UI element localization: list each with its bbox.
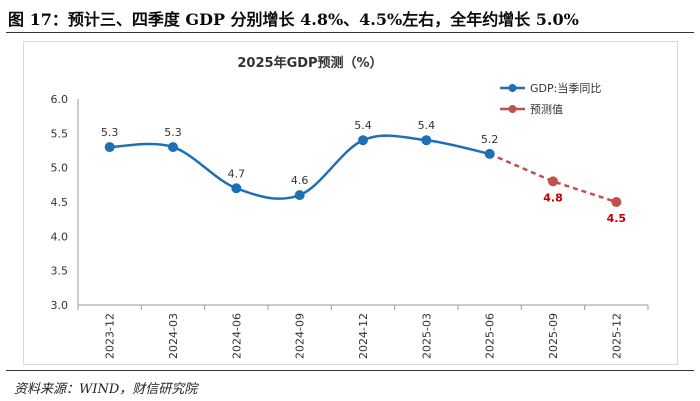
chart-frame [23,41,678,365]
y-axis-ticks: 6.0 5.5 5.0 4.5 4.0 3.5 3.0 [51,93,69,312]
actual-point [358,135,368,146]
y-tick-label: 3.5 [51,265,69,278]
actual-data-label: 4.6 [291,174,309,187]
forecast-data-label: 4.5 [607,212,627,225]
y-tick-label: 5.5 [51,127,69,140]
actual-data-label: 5.3 [101,126,119,139]
legend-swatch-marker [508,105,517,113]
actual-point [168,142,178,153]
actual-point [484,148,495,159]
legend-label: GDP:当季同比 [530,81,601,95]
x-tick-label: 2025-12 [610,313,623,359]
source-divider [6,370,694,371]
x-axis-ticks: 2023-12 2024-03 2024-06 2024-09 2024-12 2025-… [77,305,649,359]
x-tick-label: 2023-12 [104,313,117,359]
series-points [104,135,622,207]
actual-data-label: 5.3 [164,126,182,139]
x-tick-label: 2025-06 [484,313,497,359]
y-tick-label: 6.0 [51,93,69,106]
actual-point [104,142,115,153]
x-tick-label: 2024-09 [294,313,307,359]
x-tick-label: 2025-03 [420,313,433,359]
x-tick-label: 2024-12 [357,313,370,359]
y-tick-label: 5.0 [51,162,69,175]
legend-swatch-marker [508,84,517,92]
series-lines [109,134,617,204]
actual-point [294,190,305,201]
actual-data-label: 5.2 [481,133,499,146]
caption-divider [6,32,694,33]
actual-data-label: 4.7 [228,167,246,180]
y-tick-label: 4.5 [51,196,69,209]
series-line-actual [109,134,490,200]
y-tick-label: 4.0 [51,230,69,243]
actual-data-label: 5.4 [418,119,436,132]
actual-data-label: 5.4 [354,119,372,132]
actual-point [421,135,432,146]
x-tick-label: 2024-06 [230,313,243,359]
forecast-point [611,197,622,207]
y-tick-label: 3.0 [51,299,69,312]
x-tick-label: 2024-03 [167,313,180,359]
chart-title: 2025年GDP预测（%） [237,55,382,71]
forecast-point [548,176,558,187]
actual-point [231,183,242,194]
x-tick-label: 2025-09 [547,313,560,359]
forecast-data-label: 4.8 [543,191,563,204]
legend-label: 预测值 [530,103,563,116]
figure-caption: 图 17：预计三、四季度 GDP 分别增长 4.8%、4.5%左右，全年约增长 … [8,10,579,29]
axes [77,99,648,306]
data-labels: 5.3 5.3 4.7 4.6 5.4 5.4 5.2 4.8 4.5 [101,119,626,225]
source-note: 资料来源：WIND，财信研究院 [14,382,198,397]
